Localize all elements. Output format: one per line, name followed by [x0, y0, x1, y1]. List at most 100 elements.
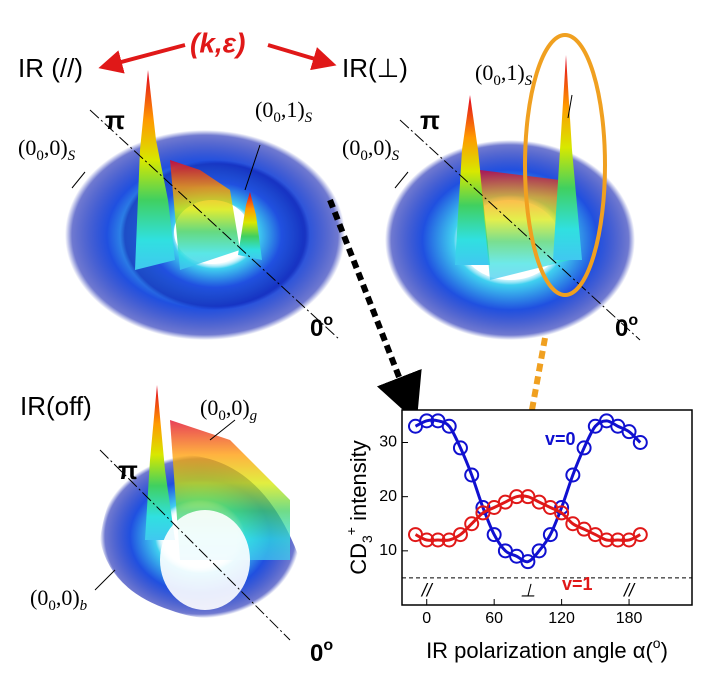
subscript: 0 — [493, 73, 501, 89]
data-point — [430, 532, 446, 548]
data-point — [509, 489, 525, 505]
highlight-ellipse — [523, 33, 607, 297]
peak — [238, 192, 262, 260]
data-point — [599, 532, 615, 548]
superscript: o — [653, 635, 661, 651]
data-point — [452, 440, 468, 456]
text: (0 — [255, 97, 273, 122]
polarization-mark: ⊥ — [520, 581, 536, 601]
axis-line — [89, 109, 341, 341]
data-point — [520, 554, 536, 570]
state-label: (00,0)g — [200, 395, 258, 424]
x-tick-label: 120 — [548, 610, 575, 627]
x-tick-label: 60 — [485, 610, 503, 627]
data-point — [554, 505, 570, 521]
data-point — [610, 532, 626, 548]
subscript: g — [250, 408, 258, 424]
x-axis-label: IR polarization angle α(o) — [426, 635, 668, 663]
subscript: 0 — [360, 148, 368, 164]
y-tick-label: 30 — [379, 434, 397, 451]
state-label: (00,0)b — [30, 585, 88, 614]
surface-plot-off — [99, 385, 300, 641]
text: ) — [661, 638, 668, 663]
text: CD — [346, 543, 371, 575]
peak — [145, 385, 175, 540]
polarization-mark: // — [420, 581, 434, 601]
panel-title: IR (//) — [18, 53, 83, 83]
data-point — [464, 467, 480, 483]
ridge — [170, 160, 240, 270]
panel-title: IR(off) — [20, 391, 92, 421]
axis-zero: 0o — [310, 637, 333, 667]
x-tick-label: 0 — [422, 610, 431, 627]
subscript: 0 — [218, 408, 226, 424]
text: 0 — [310, 640, 323, 667]
pointer — [394, 171, 409, 189]
pointer — [567, 94, 573, 119]
data-point — [621, 424, 637, 440]
text: ,0) — [368, 135, 392, 160]
peak — [455, 95, 490, 265]
arrow — [98, 43, 186, 74]
curve — [414, 494, 641, 542]
subscript: b — [80, 598, 88, 614]
text: o — [323, 637, 333, 654]
arrow-label: (k,ε) — [190, 27, 245, 58]
y-axis-label: CD3+ intensity — [343, 440, 375, 575]
axis-line — [99, 449, 291, 641]
text: (0 — [342, 135, 360, 160]
axis-pi: π — [105, 105, 125, 135]
state-label: (00,1)S — [255, 97, 313, 126]
data-point — [452, 527, 468, 543]
text: 0 — [310, 315, 323, 342]
subscript: S — [392, 148, 400, 164]
subscript: S — [305, 110, 313, 126]
pointer — [244, 144, 261, 191]
surface-plot-perpendicular — [385, 33, 641, 341]
subscript: 0 — [48, 598, 56, 614]
pointer — [94, 569, 116, 591]
polarization-mark: // — [622, 581, 636, 601]
chart: 10 20 30 0 60 120 180 // ⊥ // v=0 v=1 IR polarizatio… — [343, 409, 693, 663]
axis-zero: 0o — [615, 312, 638, 342]
state-labels: (00,0)S(00,1)S(00,0)S(00,1)S(00,0)g(00,0… — [18, 60, 533, 614]
axis-zero: 0o — [310, 312, 333, 342]
text: ,0) — [56, 585, 80, 610]
arrow — [327, 198, 422, 423]
pointer — [209, 419, 236, 441]
data-point — [632, 435, 648, 450]
state-label: (00,0)S — [18, 135, 76, 164]
peak — [553, 55, 582, 260]
text: ,0) — [44, 135, 68, 160]
text: o — [628, 312, 638, 329]
data-point — [565, 467, 581, 483]
axis-pi: π — [420, 105, 440, 135]
text: (0 — [200, 395, 218, 420]
data-point — [419, 413, 435, 429]
subscript: 0 — [273, 110, 281, 126]
text: (0 — [475, 60, 493, 85]
data-point — [632, 527, 648, 543]
panel-title: IR(⊥) — [342, 53, 408, 83]
pointer — [71, 171, 86, 189]
arrow — [267, 43, 337, 71]
text: (0 — [30, 585, 48, 610]
data-point — [531, 543, 547, 559]
ridge — [480, 170, 570, 280]
subscript: S — [525, 73, 533, 89]
y-tick-label: 20 — [379, 488, 397, 505]
series-label: v=0 — [545, 429, 576, 449]
state-label: (00,0)S — [342, 135, 400, 164]
text: ,1) — [501, 60, 525, 85]
subscript: S — [68, 148, 76, 164]
data-point — [542, 527, 558, 543]
data-point — [486, 527, 502, 543]
text: ,0) — [226, 395, 250, 420]
data-point — [441, 418, 457, 434]
series-label: v=1 — [562, 574, 593, 594]
data-point — [576, 440, 592, 456]
data-point — [419, 532, 435, 548]
text: ,1) — [281, 97, 305, 122]
hole — [160, 510, 250, 610]
